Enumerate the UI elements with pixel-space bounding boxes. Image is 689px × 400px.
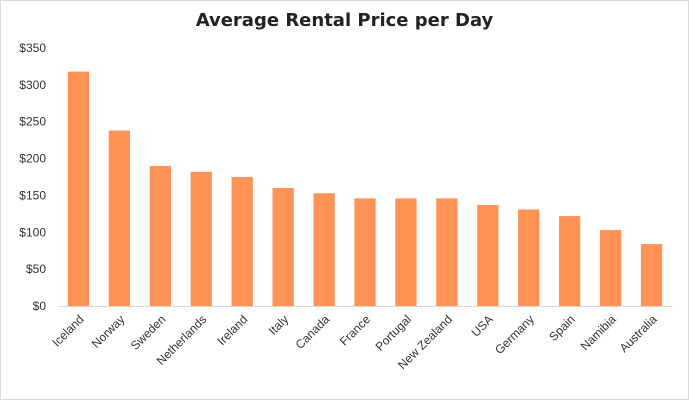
bar-sweden [149,165,171,306]
x-tick-label: Italy [266,312,291,337]
x-tick-label: Iceland [49,312,86,349]
bar-iceland [67,71,90,307]
x-tick-label: Australia [617,312,660,355]
bar-italy [272,188,294,306]
bar-namibia [599,230,622,306]
x-tick-label: France [337,312,374,349]
y-tick-label: $200 [19,152,46,166]
bar-portugal [395,198,417,306]
y-tick-label: $150 [19,188,46,202]
bars [67,71,663,307]
bar-canada [313,193,335,306]
bar-spain [559,216,581,306]
bar-usa [477,205,499,306]
x-tick-label: Norway [89,312,128,351]
y-tick-label: $350 [19,41,46,55]
bar-new-zealand [436,198,458,306]
x-tick-label: Namibia [578,312,619,353]
x-tick-label: Portugal [373,312,415,354]
bar-france [354,198,376,306]
y-tick-label: $100 [19,225,46,239]
x-tick-label: USA [469,312,496,339]
chart-title: Average Rental Price per Day [195,10,494,31]
bar-australia [640,244,663,306]
y-tick-label: $0 [33,299,47,313]
x-tick-label: Canada [293,312,333,352]
bar-germany [518,209,540,306]
y-axis: $0 $50 $100 $150 $200 $250 $300 $350 [19,41,46,313]
y-tick-label: $250 [19,115,46,129]
x-tick-label: Spain [546,312,578,344]
x-tick-label: Sweden [128,312,169,353]
bar-ireland [231,177,253,306]
bar-norway [108,130,131,306]
bar-netherlands [190,171,212,306]
x-tick-label: Ireland [214,312,250,348]
y-tick-label: $50 [26,262,46,276]
x-tick-label: Germany [492,312,537,357]
y-tick-label: $300 [19,78,46,92]
